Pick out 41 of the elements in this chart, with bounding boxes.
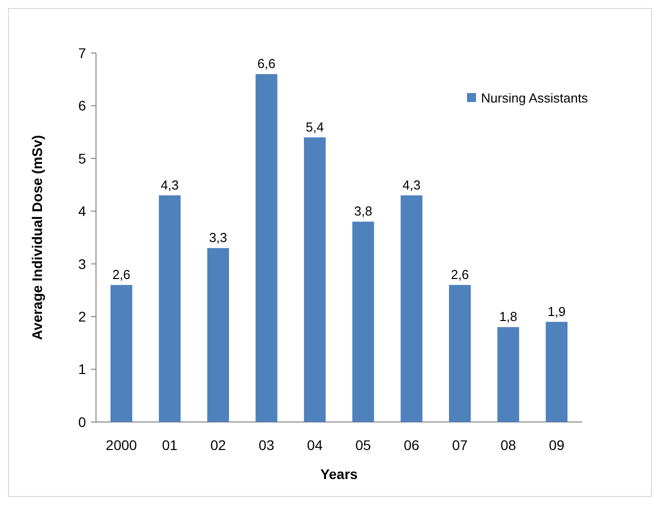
bar bbox=[304, 137, 326, 422]
data-label: 1,8 bbox=[499, 309, 518, 324]
y-tick-label: 5 bbox=[78, 150, 86, 166]
data-label: 6,6 bbox=[257, 56, 276, 72]
x-tick-label: 09 bbox=[548, 437, 565, 453]
x-tick-label: 2000 bbox=[106, 437, 138, 453]
y-axis-title: Average Individual Dose (mSv) bbox=[29, 135, 45, 340]
data-label: 2,6 bbox=[112, 266, 130, 282]
bar bbox=[497, 327, 520, 422]
y-tick-label: 4 bbox=[78, 203, 86, 220]
bar bbox=[256, 74, 278, 422]
x-tick-label: 05 bbox=[355, 437, 372, 453]
bar bbox=[449, 284, 471, 422]
data-label: 3,3 bbox=[209, 230, 228, 246]
y-tick-label: 2 bbox=[78, 308, 86, 324]
x-axis-title: Years bbox=[320, 466, 358, 482]
bar bbox=[352, 222, 374, 422]
y-tick-label: 7 bbox=[78, 44, 86, 61]
bar bbox=[207, 248, 229, 422]
data-label: 4,3 bbox=[402, 177, 421, 192]
x-tick-label: 04 bbox=[307, 437, 323, 453]
y-tick-label: 0 bbox=[78, 414, 86, 430]
x-tick-label: 08 bbox=[500, 437, 516, 453]
x-tick-label: 06 bbox=[404, 437, 420, 453]
data-label: 2,6 bbox=[450, 266, 469, 282]
legend-label: Nursing Assistants bbox=[481, 90, 588, 106]
y-tick-label: 3 bbox=[78, 256, 86, 272]
bar bbox=[400, 195, 422, 422]
data-label: 3,8 bbox=[354, 204, 372, 219]
y-tick-label: 1 bbox=[78, 361, 86, 378]
y-tick-label: 6 bbox=[78, 98, 86, 114]
x-tick-label: 01 bbox=[162, 437, 178, 453]
data-label: 4,3 bbox=[160, 177, 179, 192]
x-tick-label: 07 bbox=[452, 437, 468, 453]
data-label: 1,9 bbox=[548, 304, 566, 319]
x-tick-label: 02 bbox=[210, 437, 226, 453]
bar bbox=[546, 322, 568, 422]
x-tick-label: 03 bbox=[258, 437, 274, 453]
bar bbox=[110, 284, 132, 422]
bar bbox=[158, 195, 181, 422]
data-label: 5,4 bbox=[306, 119, 324, 134]
